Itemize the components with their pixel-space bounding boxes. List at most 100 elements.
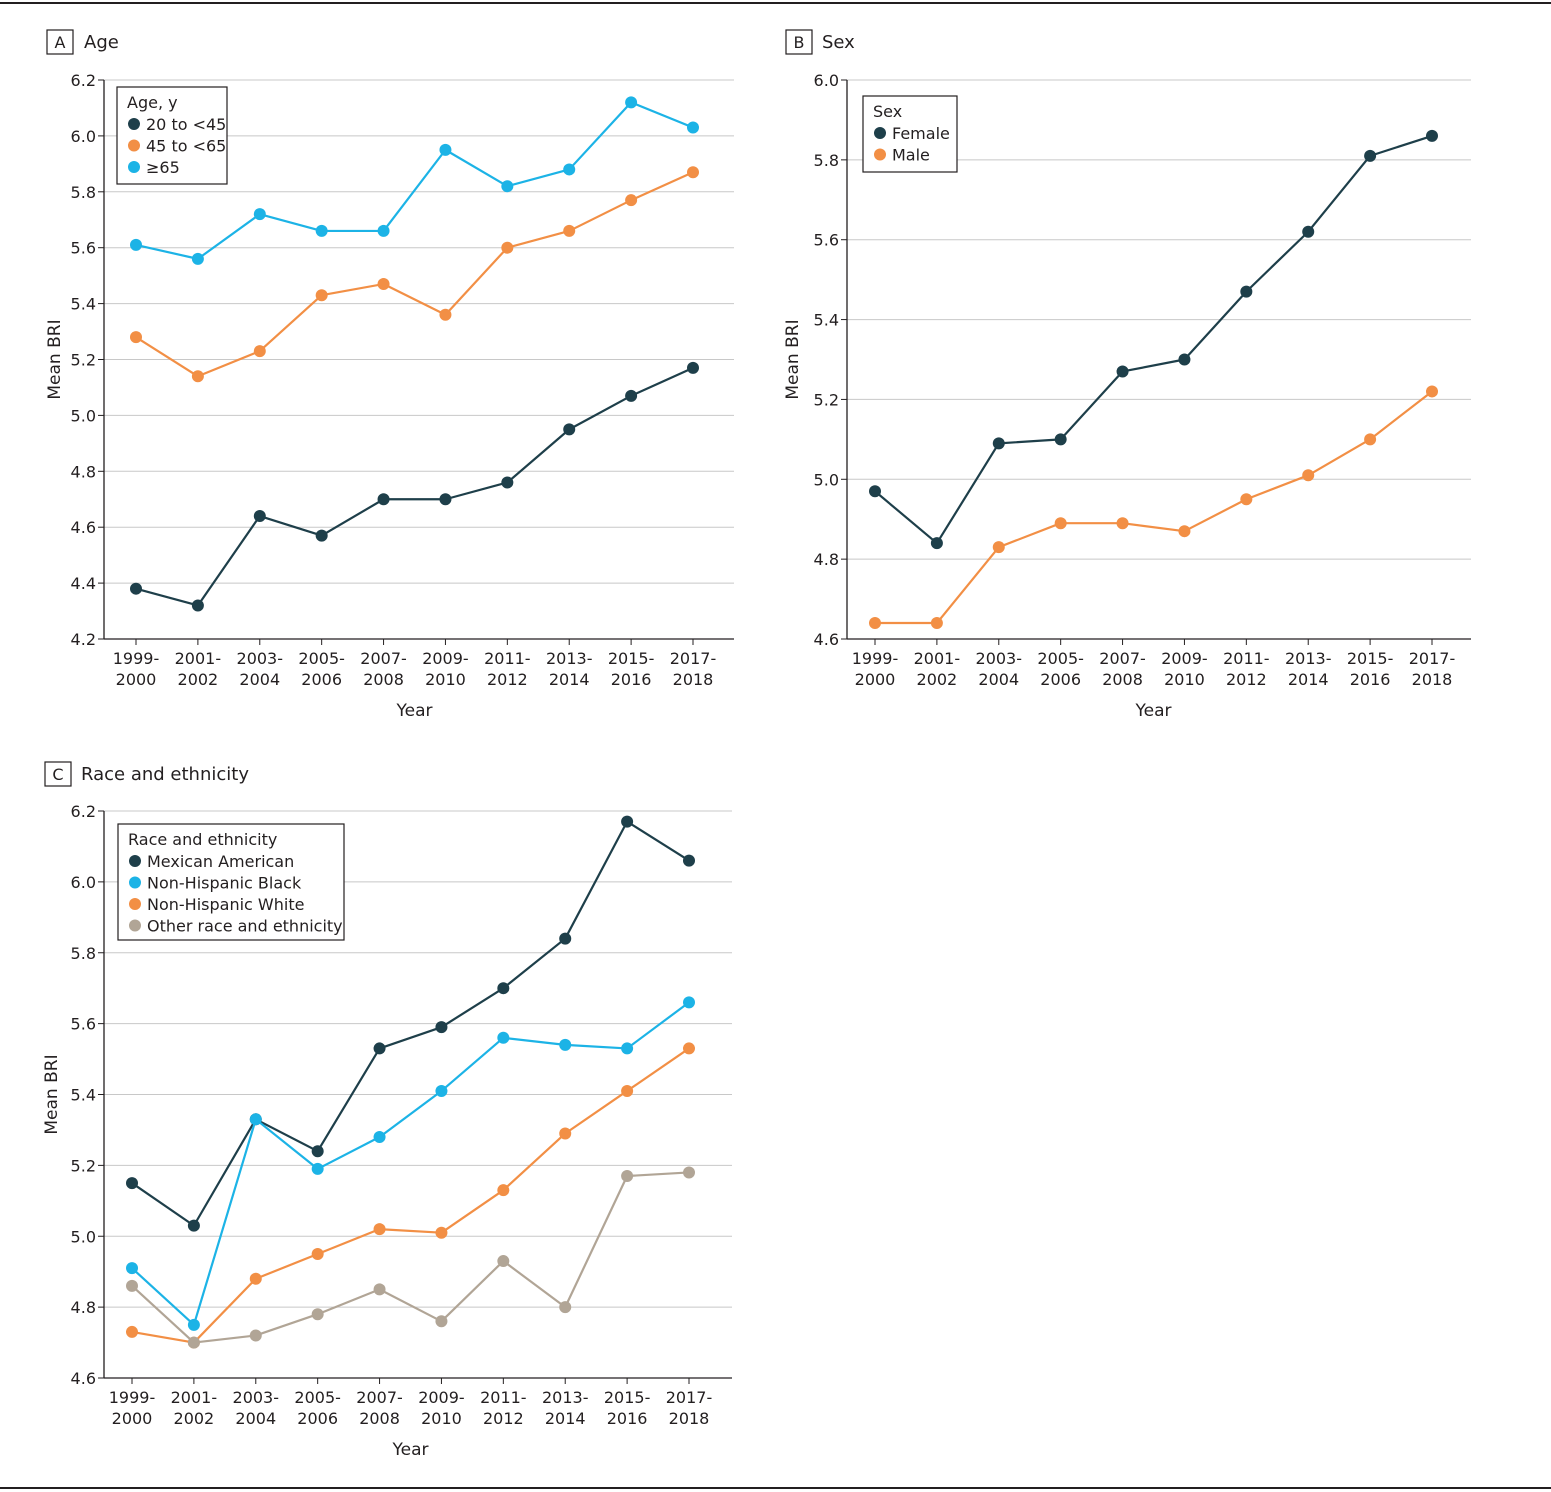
data-point	[559, 932, 572, 945]
x-tick-label-line: 2004	[978, 670, 1019, 689]
x-tick-label-line: 2008	[359, 1409, 400, 1428]
x-tick-label: 2007- 2008	[1099, 649, 1146, 689]
x-tick-label-line: 1999-	[109, 1388, 156, 1407]
series-male	[869, 385, 1438, 630]
data-point	[497, 1031, 510, 1044]
x-tick-label-line: 2017-	[670, 649, 717, 668]
series-line	[131, 820, 690, 1227]
panel-title: Race and ethnicity	[81, 764, 249, 785]
data-point	[1426, 129, 1438, 142]
data-point	[126, 1177, 138, 1190]
x-tick-label: 2009- 2010	[418, 1388, 465, 1428]
x-tick-label-line: 2006	[297, 1409, 338, 1428]
data-point	[683, 854, 695, 867]
y-tick-label: 4.8	[71, 462, 96, 481]
x-tick-label-line: 2011-	[480, 1388, 527, 1407]
x-tick-label: 2015- 2016	[1347, 649, 1394, 689]
y-tick-label: 4.8	[71, 1298, 96, 1317]
x-tick-label-line: 2007-	[360, 649, 407, 668]
data-point	[930, 537, 943, 550]
series-line	[131, 1001, 690, 1326]
x-tick-label: 1999- 2000	[109, 1388, 156, 1428]
y-axis-label: Mean BRI	[45, 319, 65, 399]
data-point	[130, 331, 142, 344]
x-tick-label-line: 2017-	[1409, 649, 1456, 668]
x-tick-label: 2013- 2014	[546, 649, 593, 689]
bottom-rule	[0, 1487, 1551, 1489]
legend-title: Age, y	[127, 93, 178, 112]
x-tick-label-line: 2014	[545, 1409, 586, 1428]
data-point	[497, 1184, 510, 1197]
x-tick-label-line: 2017-	[666, 1388, 713, 1407]
x-tick-label-line: 2011-	[484, 649, 531, 668]
data-point	[315, 224, 328, 237]
x-tick-label-line: 2003-	[237, 649, 284, 668]
y-axis-label: Mean BRI	[783, 319, 803, 399]
data-point	[1364, 433, 1377, 446]
y-tick-label: 5.4	[814, 311, 839, 330]
y-tick-label: 5.8	[71, 944, 96, 963]
data-point	[249, 1272, 262, 1285]
legend-title: Sex	[873, 102, 902, 121]
legend-label: 20 to <45	[146, 115, 226, 134]
data-point	[126, 1279, 138, 1292]
data-point	[1364, 149, 1377, 162]
data-point	[373, 1042, 386, 1055]
panel-letter: C	[52, 765, 63, 784]
x-tick-label-line: 2000	[116, 670, 157, 689]
x-tick-label: 2007- 2008	[356, 1388, 403, 1428]
series-line	[135, 171, 694, 378]
data-point	[869, 617, 881, 630]
panel-badge-box	[46, 29, 74, 55]
data-point	[501, 180, 514, 193]
data-point	[311, 1162, 324, 1175]
x-tick-label-line: 2002	[917, 670, 958, 689]
legend-label: Non-Hispanic Black	[147, 874, 302, 893]
x-tick-label-line: 2004	[239, 670, 280, 689]
y-tick-label: 5.0	[71, 406, 96, 425]
x-tick-label-line: 2005-	[1037, 649, 1084, 668]
x-tick-label: 2009- 2010	[1161, 649, 1208, 689]
x-tick-label: 2005- 2006	[294, 1388, 341, 1428]
data-point	[992, 437, 1005, 450]
x-tick-label: 2011- 2012	[480, 1388, 527, 1428]
data-point	[625, 389, 638, 402]
series-line	[131, 1047, 690, 1344]
data-point	[373, 1131, 386, 1144]
data-point	[435, 1226, 448, 1239]
x-tick-label: 2017- 2018	[666, 1388, 713, 1428]
panel-letter: B	[794, 33, 805, 52]
series-mexican-american	[126, 815, 695, 1232]
x-tick-label: 2015- 2016	[608, 649, 655, 689]
panel-badge-box	[44, 761, 72, 787]
x-tick-label-line: 2013-	[546, 649, 593, 668]
chart-panel-b: B Sex 4.6 4.8 5.0 5.2 5.4 5.6 5.8 6.0 1999- 2000 200…	[783, 29, 1471, 721]
data-point	[439, 143, 452, 156]
data-point	[377, 493, 390, 506]
series-female	[869, 129, 1438, 550]
x-tick-label: 2013- 2014	[1285, 649, 1332, 689]
legend-marker	[129, 919, 141, 932]
data-point	[497, 982, 510, 995]
x-tick-label-line: 2001-	[175, 649, 222, 668]
panel-title: Age	[84, 32, 119, 53]
data-point	[497, 1255, 510, 1268]
x-tick-label-line: 2009-	[418, 1388, 465, 1407]
legend-label: Other race and ethnicity	[147, 917, 343, 936]
data-point	[992, 541, 1005, 554]
y-tick-label: 4.6	[71, 518, 96, 537]
data-point	[621, 1084, 634, 1097]
x-tick-label-line: 2018	[673, 670, 714, 689]
data-point	[130, 582, 142, 595]
x-tick-label-line: 2016	[1350, 670, 1391, 689]
x-tick-label-line: 2018	[669, 1409, 710, 1428]
x-tick-label-line: 2008	[363, 670, 404, 689]
data-point	[869, 485, 881, 498]
x-tick-label-line: 2014	[549, 670, 590, 689]
data-point	[1240, 493, 1253, 506]
series-20-to-45	[130, 361, 699, 612]
chart-panel-a: A Age 4.2 4.4 4.6 4.8 5.0 5.2 5.4 5.6 5.8 6.0 6.2 199…	[45, 29, 734, 721]
y-tick-label: 5.8	[71, 183, 96, 202]
data-point	[439, 308, 452, 321]
x-tick-label: 2017- 2018	[670, 649, 717, 689]
